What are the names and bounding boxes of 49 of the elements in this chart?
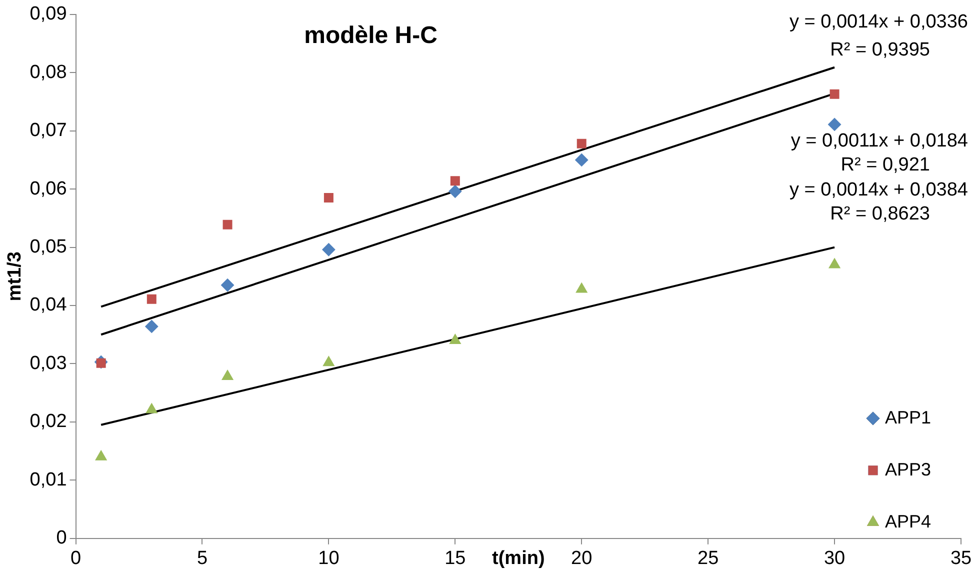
y-tick-label: 0,02	[30, 411, 67, 432]
y-tick-label: 0,05	[30, 236, 67, 258]
x-tick-label: 25	[698, 548, 719, 570]
point	[450, 176, 460, 186]
point	[575, 153, 588, 166]
point	[324, 193, 334, 203]
point	[146, 294, 156, 304]
y-tick-label: 0,08	[30, 62, 67, 83]
y-tick-label: 0,01	[30, 469, 67, 490]
point	[576, 138, 586, 148]
y-axis-title: mt1/3	[4, 252, 26, 302]
point	[830, 89, 840, 99]
point	[449, 334, 461, 344]
x-tick-label: 30	[824, 548, 846, 570]
point	[146, 403, 158, 414]
y-tick-label: 0	[56, 528, 67, 549]
x-tick-label: 10	[318, 548, 340, 570]
point	[221, 278, 234, 292]
point	[222, 370, 234, 380]
point	[828, 258, 840, 268]
legend-label: APP4	[885, 511, 932, 532]
y-tick-label: 0,07	[30, 120, 67, 142]
annotation: R² = 0,921	[840, 154, 930, 176]
legend-label: APP3	[885, 459, 932, 480]
point	[576, 282, 588, 293]
point	[222, 220, 232, 230]
legend-label: APP1	[885, 407, 932, 428]
x-tick-label: 15	[444, 548, 466, 570]
annotation: y = 0,0011x + 0,0184	[790, 130, 968, 152]
point	[323, 356, 334, 366]
y-tick-label: 0,04	[30, 294, 68, 316]
annotation: R² = 0,8623	[830, 204, 930, 225]
chart-title: modèle H-C	[304, 22, 438, 50]
point	[145, 320, 158, 333]
x-tick-label: 0	[70, 548, 82, 570]
y-tick-label: 0,06	[30, 178, 67, 200]
annotation: y = 0,0014x + 0,0336	[789, 12, 968, 33]
point	[828, 118, 842, 131]
x-tick-label: 20	[571, 548, 592, 570]
x-tick-label: 35	[950, 548, 972, 570]
x-axis-title: t(min)	[492, 548, 545, 569]
x-tick-label: 5	[196, 548, 208, 570]
point	[448, 184, 462, 198]
y-tick-label: 0,09	[30, 4, 67, 25]
point	[322, 243, 336, 256]
annotation: y = 0,0014x + 0,0384	[789, 180, 968, 201]
y-tick-label: 0,03	[30, 352, 67, 374]
annotation: R² = 0,9395	[830, 40, 930, 61]
point	[95, 450, 107, 460]
